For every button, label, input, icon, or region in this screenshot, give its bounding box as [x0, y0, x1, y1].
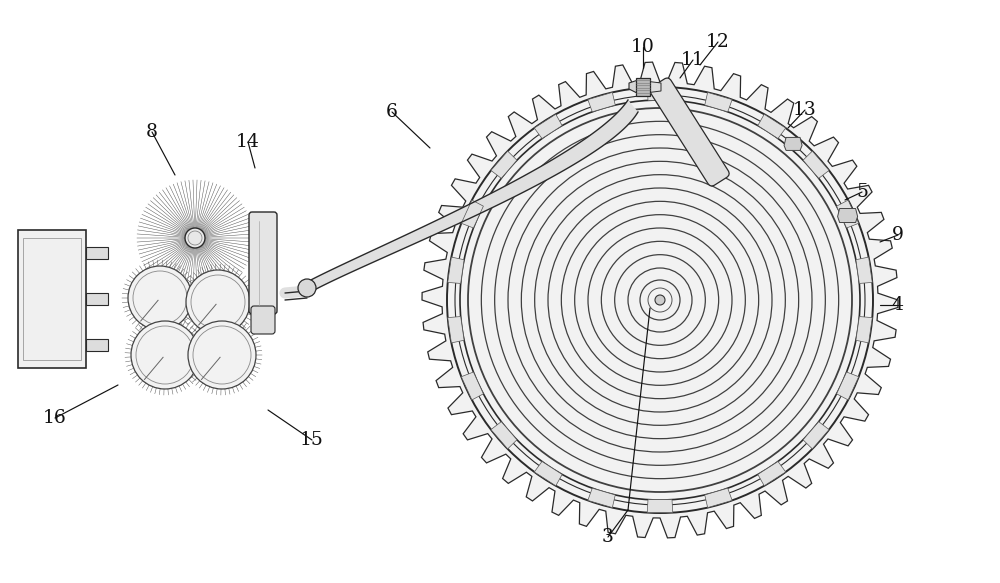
Text: 14: 14 [236, 133, 260, 151]
Polygon shape [588, 92, 615, 112]
Polygon shape [491, 422, 517, 449]
Text: 11: 11 [681, 51, 705, 69]
Polygon shape [534, 462, 562, 486]
Circle shape [188, 321, 256, 389]
Polygon shape [491, 151, 517, 178]
Polygon shape [448, 257, 464, 283]
Polygon shape [307, 100, 638, 294]
Polygon shape [784, 138, 802, 150]
Circle shape [298, 279, 316, 297]
Polygon shape [461, 200, 483, 228]
Bar [23, 238, 81, 360]
Circle shape [185, 228, 205, 248]
Polygon shape [705, 92, 732, 112]
Polygon shape [422, 62, 898, 538]
Polygon shape [588, 488, 615, 508]
Text: 16: 16 [43, 409, 67, 427]
Polygon shape [705, 488, 732, 508]
Bar [86, 247, 108, 259]
Polygon shape [448, 317, 464, 343]
Polygon shape [803, 151, 829, 178]
Text: 8: 8 [146, 123, 158, 141]
Polygon shape [803, 422, 829, 449]
Text: 12: 12 [706, 33, 730, 51]
Bar [636, 78, 650, 96]
Circle shape [131, 321, 199, 389]
Circle shape [186, 270, 250, 334]
Polygon shape [837, 200, 859, 228]
Polygon shape [758, 114, 786, 139]
Polygon shape [534, 114, 562, 139]
Polygon shape [647, 500, 673, 512]
Polygon shape [758, 462, 786, 486]
Text: 9: 9 [892, 226, 904, 244]
Bar [86, 339, 108, 351]
Text: 4: 4 [891, 296, 903, 314]
Polygon shape [461, 372, 483, 400]
Bar [18, 230, 86, 368]
Circle shape [128, 266, 192, 330]
Polygon shape [856, 257, 872, 283]
Text: 5: 5 [856, 183, 868, 201]
Polygon shape [856, 317, 872, 343]
Text: 6: 6 [386, 103, 398, 121]
FancyBboxPatch shape [251, 306, 275, 334]
FancyBboxPatch shape [650, 78, 729, 186]
Polygon shape [837, 372, 859, 400]
Bar [86, 293, 108, 305]
Text: 3: 3 [602, 528, 614, 546]
Text: 15: 15 [300, 431, 324, 449]
Polygon shape [647, 87, 673, 100]
Text: 13: 13 [793, 101, 817, 119]
Text: 10: 10 [631, 38, 655, 56]
Circle shape [655, 295, 665, 305]
Polygon shape [629, 79, 645, 95]
Polygon shape [838, 209, 858, 223]
Polygon shape [645, 81, 661, 93]
FancyBboxPatch shape [249, 212, 277, 314]
